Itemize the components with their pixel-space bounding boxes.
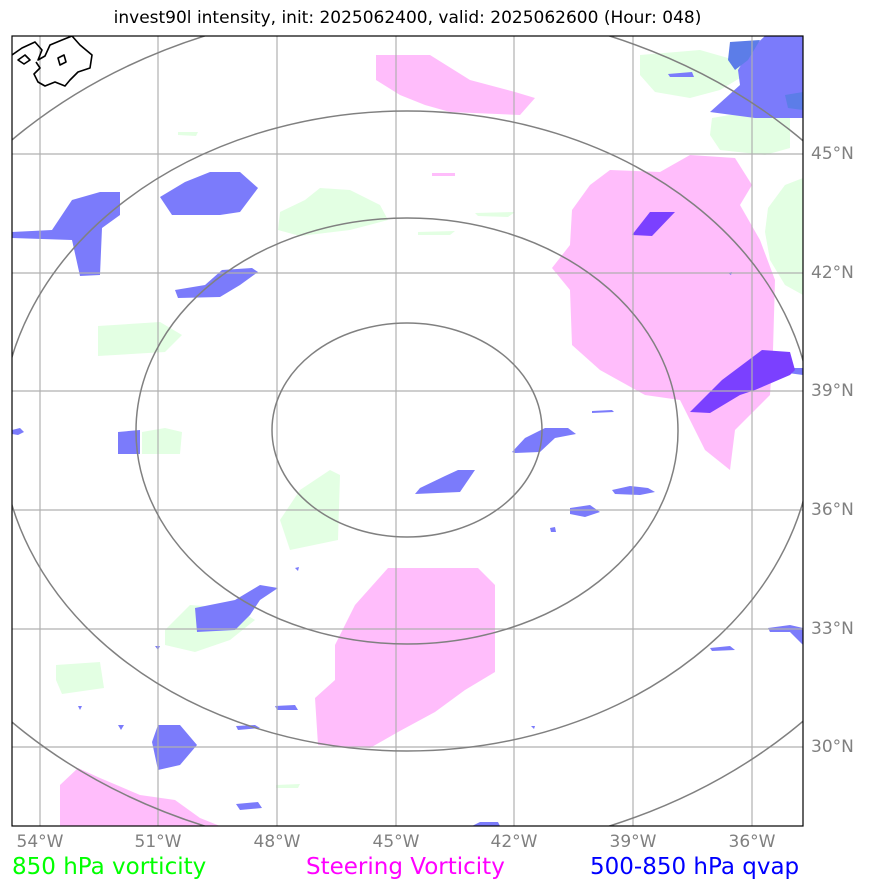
lon-label: 45°W xyxy=(372,832,420,852)
map-title: invest90l intensity, init: 2025062400, v… xyxy=(113,8,702,28)
qvap-areas xyxy=(12,36,803,826)
lat-label: 30°N xyxy=(811,737,854,757)
lat-label: 36°N xyxy=(811,500,854,520)
legend-850-vorticity: 850 hPa vorticity xyxy=(12,854,207,880)
lat-label: 39°N xyxy=(811,381,854,401)
lat-label: 42°N xyxy=(811,263,854,283)
legend-qvap: 500-850 hPa qvap xyxy=(590,854,800,880)
lon-label: 48°W xyxy=(253,832,301,852)
lon-label: 51°W xyxy=(134,832,182,852)
graticule xyxy=(12,36,803,826)
range-rings xyxy=(12,36,803,826)
lon-label: 39°W xyxy=(609,832,657,852)
coastline xyxy=(12,36,93,87)
map-frame xyxy=(11,35,804,827)
lon-label: 54°W xyxy=(16,832,64,852)
legend-steering-vorticity: Steering Vorticity xyxy=(306,854,505,880)
lat-label: 33°N xyxy=(811,619,854,639)
qvap-strong-areas xyxy=(632,212,795,413)
lat-label: 45°N xyxy=(811,144,854,164)
lon-label: 42°W xyxy=(490,832,538,852)
lon-label: 36°W xyxy=(728,832,776,852)
